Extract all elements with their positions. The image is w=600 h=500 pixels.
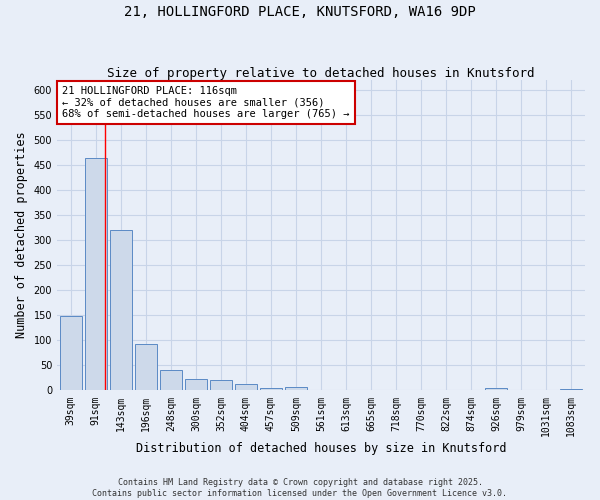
Bar	[235, 384, 257, 390]
Bar	[185, 380, 207, 390]
Title: Size of property relative to detached houses in Knutsford: Size of property relative to detached ho…	[107, 66, 535, 80]
Text: 21 HOLLINGFORD PLACE: 116sqm
← 32% of detached houses are smaller (356)
68% of s: 21 HOLLINGFORD PLACE: 116sqm ← 32% of de…	[62, 86, 350, 119]
Bar	[134, 344, 157, 391]
Bar	[160, 370, 182, 390]
Bar	[85, 158, 107, 390]
Bar	[260, 388, 282, 390]
Y-axis label: Number of detached properties: Number of detached properties	[15, 132, 28, 338]
Text: 21, HOLLINGFORD PLACE, KNUTSFORD, WA16 9DP: 21, HOLLINGFORD PLACE, KNUTSFORD, WA16 9…	[124, 5, 476, 19]
Bar	[485, 388, 508, 390]
Bar	[285, 387, 307, 390]
Bar	[209, 380, 232, 390]
Bar	[560, 389, 583, 390]
Text: Contains HM Land Registry data © Crown copyright and database right 2025.
Contai: Contains HM Land Registry data © Crown c…	[92, 478, 508, 498]
X-axis label: Distribution of detached houses by size in Knutsford: Distribution of detached houses by size …	[136, 442, 506, 455]
Bar	[110, 230, 132, 390]
Bar	[59, 316, 82, 390]
